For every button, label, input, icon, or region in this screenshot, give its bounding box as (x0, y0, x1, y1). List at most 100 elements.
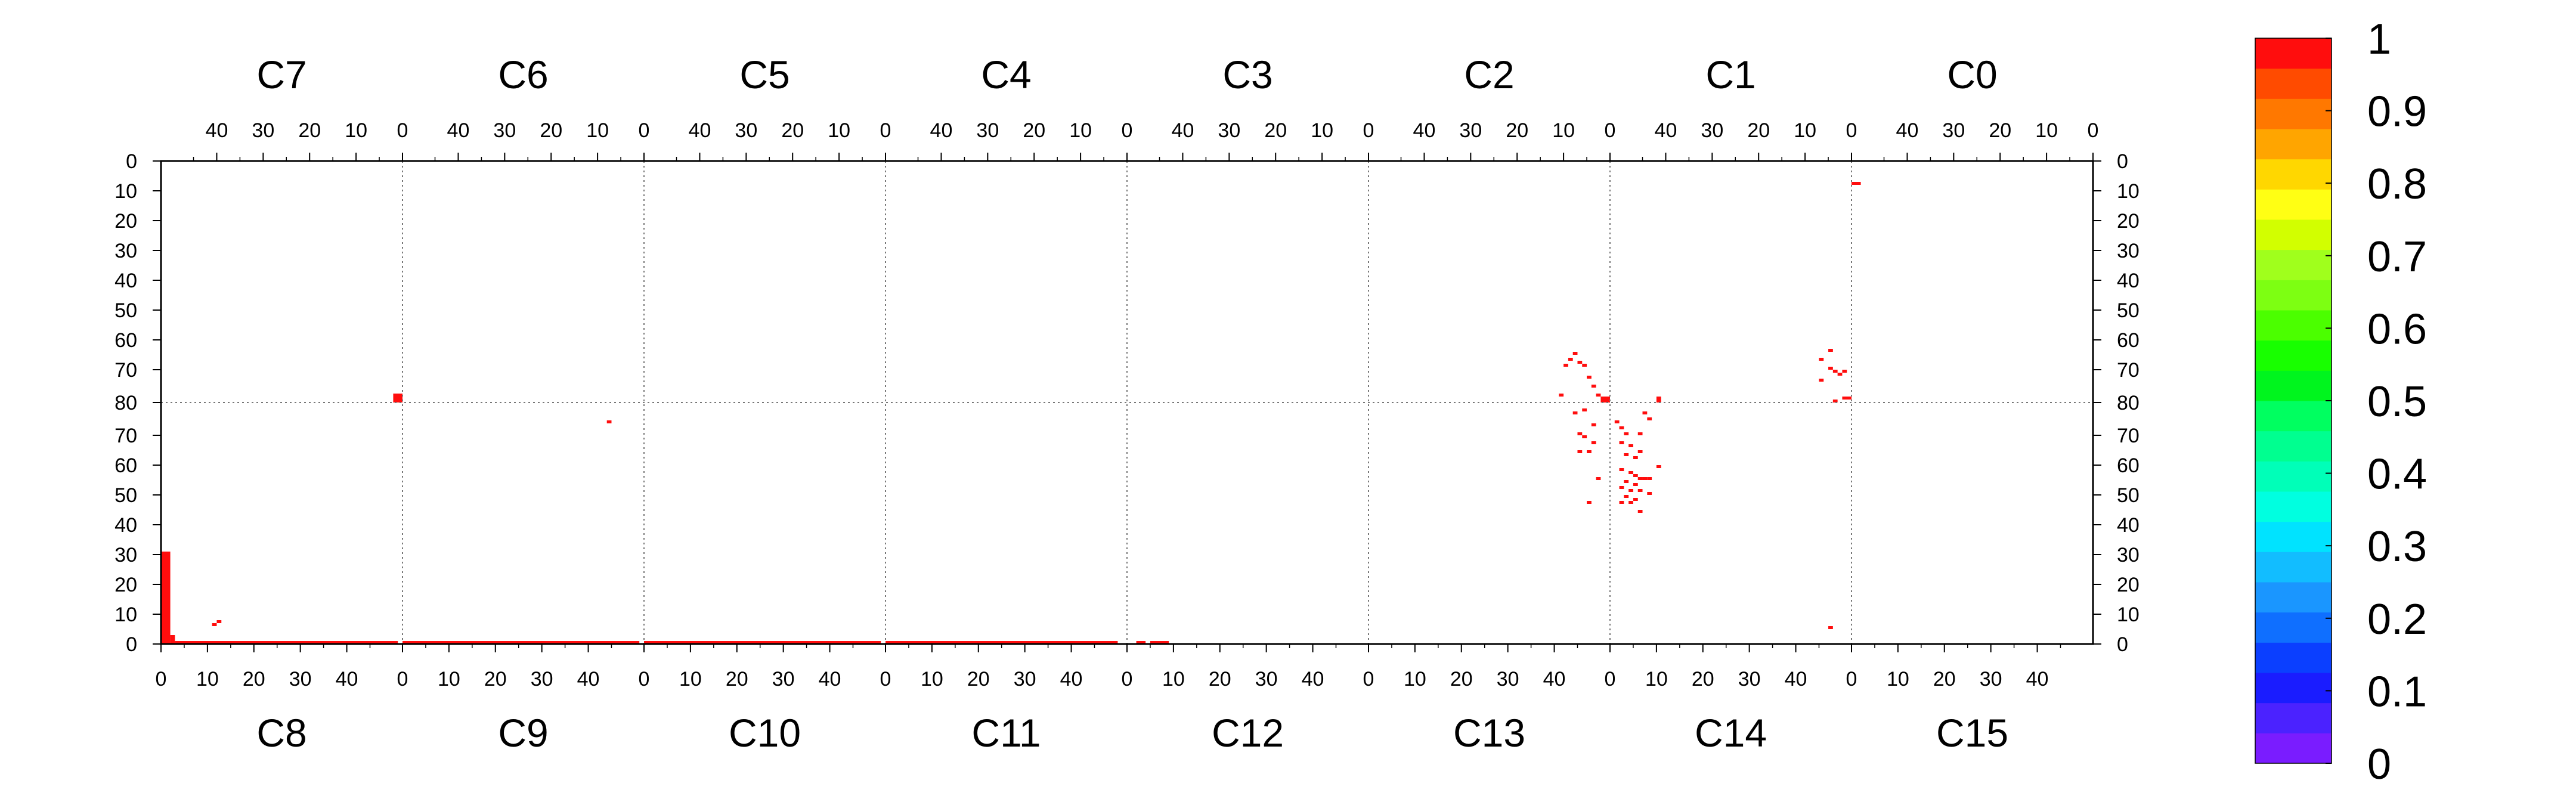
x-tick-label-bottom: 10 (679, 668, 702, 691)
hits-layer (161, 182, 1861, 644)
x-tick-label-top: 30 (735, 119, 757, 142)
x-tick-label-top: 20 (1747, 119, 1770, 142)
x-tick-label-bottom: 30 (531, 668, 553, 691)
colorbar-swatch (2255, 340, 2332, 371)
hit-pixel (1647, 477, 1652, 480)
x-tick-label-bottom: 40 (1543, 668, 1566, 691)
x-tick-label-top: 10 (828, 119, 850, 142)
hit-pixel (1852, 182, 1861, 185)
x-tick-label-bottom: 0 (1846, 668, 1857, 691)
y-tick-label-left: 40 (114, 514, 137, 537)
y-tick-label-right: 0 (2117, 633, 2128, 656)
hit-pixel (1587, 376, 1592, 379)
x-tick-label-top: 10 (2035, 119, 2058, 142)
hit-pixel (886, 641, 1118, 644)
x-tick-label-top: 40 (930, 119, 953, 142)
hit-pixel (1637, 450, 1643, 453)
hit-pixel (1136, 641, 1146, 644)
x-tick-label-bottom: 40 (2026, 668, 2049, 691)
x-tick-label-top: 0 (1846, 119, 1857, 142)
hit-pixel (1633, 483, 1638, 486)
hit-pixel (216, 620, 222, 623)
x-tick-label-top: 10 (586, 119, 609, 142)
x-tick-label-bottom: 20 (243, 668, 265, 691)
hit-pixel (606, 420, 612, 423)
hit-pixel (1596, 394, 1601, 397)
x-tick-label-top: 0 (1605, 119, 1616, 142)
x-tick-label-top: 30 (1218, 119, 1240, 142)
x-tick-label-top: 20 (1023, 119, 1045, 142)
colorbar-swatch (2255, 521, 2332, 552)
x-tick-label-bottom: 30 (1980, 668, 2002, 691)
x-tick-label-bottom: 0 (156, 668, 167, 691)
x-tick-label-bottom: 20 (484, 668, 507, 691)
y-tick-label-right: 80 (2117, 392, 2140, 414)
x-tick-label-bottom: 40 (336, 668, 358, 691)
chip-label-bottom: C10 (729, 711, 801, 755)
x-tick-label-bottom: 40 (1785, 668, 1807, 691)
x-tick-label-top: 20 (540, 119, 562, 142)
hit-pixel (1591, 441, 1596, 444)
hit-pixel (212, 623, 217, 626)
colorbar-swatch (2255, 189, 2332, 220)
x-tick-label-top: 0 (1122, 119, 1133, 142)
hit-pixel (1582, 435, 1587, 438)
x-tick-label-bottom: 40 (1302, 668, 1324, 691)
y-tick-label-left: 80 (114, 392, 137, 414)
x-tick-label-bottom: 10 (1645, 668, 1668, 691)
x-tick-label-top: 0 (397, 119, 408, 142)
hit-pixel (1577, 450, 1583, 453)
hit-pixel (1619, 441, 1624, 444)
y-tick-label-left: 30 (114, 240, 137, 262)
colorbar-tick-label: 1 (2367, 16, 2391, 63)
y-tick-label-left: 40 (114, 270, 137, 292)
hit-pixel (1828, 349, 1833, 352)
hit-pixel (1150, 641, 1169, 644)
colorbar-swatch (2255, 401, 2332, 432)
hit-pixel (1619, 486, 1624, 489)
color-scale: 0 0.1 0.2 0.3 0.4 0.5 0.6 0.7 0.8 0.9 1 (2255, 16, 2427, 788)
hit-pixel (1591, 423, 1596, 426)
hit-pixel (1619, 501, 1624, 504)
colorbar-tick-label: 0.6 (2367, 305, 2427, 353)
colorbar-swatch (2255, 552, 2332, 583)
hit-pixel (1619, 468, 1624, 471)
hit-pixel (1637, 489, 1643, 492)
hit-pixel (1619, 426, 1624, 429)
y-tick-label-right: 20 (2117, 574, 2140, 596)
hit-pixel (1642, 477, 1648, 480)
x-tick-label-bottom: 30 (772, 668, 795, 691)
x-tick-label-top: 40 (1655, 119, 1677, 142)
hit-pixel (1563, 364, 1568, 367)
hit-pixel (1587, 501, 1592, 504)
colorbar-tick-label: 0.9 (2367, 88, 2427, 136)
chip-grid (161, 161, 2093, 644)
x-tick-label-bottom: 0 (397, 668, 408, 691)
y-tick-label-right: 0 (2117, 150, 2128, 173)
x-tick-label-top: 0 (1363, 119, 1374, 142)
x-tick-label-top: 0 (639, 119, 650, 142)
hit-pixel (1577, 361, 1583, 364)
chip-label-top: C4 (981, 52, 1031, 97)
hit-pixel (1819, 379, 1824, 382)
chip-label-top: C3 (1222, 52, 1272, 97)
hit-pixel (1572, 352, 1578, 355)
x-tick-label-bottom: 10 (196, 668, 219, 691)
x-tick-label-bottom: 30 (1014, 668, 1036, 691)
hit-pixel (1828, 626, 1833, 629)
x-tick-label-bottom: 30 (1255, 668, 1278, 691)
y-tick-label-left: 70 (114, 359, 137, 382)
x-tick-label-top: 20 (1989, 119, 2011, 142)
y-tick-label-left: 20 (114, 210, 137, 233)
x-tick-label-bottom: 20 (967, 668, 990, 691)
hit-pixel (1572, 411, 1578, 414)
y-tick-label-left: 10 (114, 180, 137, 203)
y-tick-label-left: 30 (114, 544, 137, 566)
colorbar-swatch (2255, 642, 2332, 673)
x-tick-label-bottom: 20 (1450, 668, 1473, 691)
x-tick-label-top: 40 (1896, 119, 1919, 142)
x-tick-label-bottom: 10 (1887, 668, 1909, 691)
x-tick-label-bottom: 10 (438, 668, 460, 691)
y-tick-label-left: 50 (114, 299, 137, 322)
y-tick-label-right: 70 (2117, 425, 2140, 447)
